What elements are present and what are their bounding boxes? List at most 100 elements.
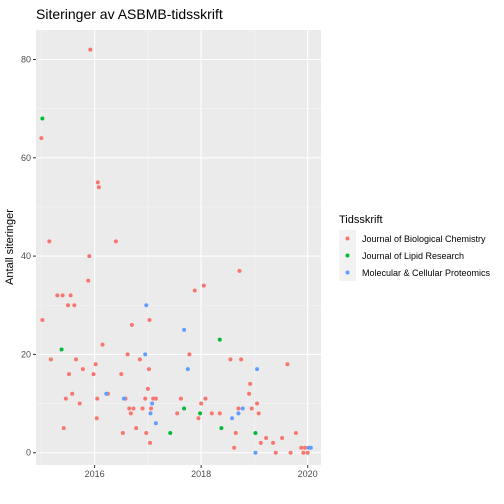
data-point (182, 327, 187, 332)
data-point (258, 440, 263, 445)
legend-key-marker (345, 253, 350, 258)
data-point (239, 357, 244, 362)
data-point (73, 357, 78, 362)
data-point (127, 406, 132, 411)
data-point (168, 431, 173, 436)
y-tick-label: 20 (21, 349, 31, 359)
data-point (255, 367, 260, 372)
data-point (95, 396, 100, 401)
data-point (47, 239, 52, 244)
data-point (192, 288, 197, 293)
data-point (91, 372, 96, 377)
data-point (61, 426, 66, 431)
data-point (140, 406, 145, 411)
data-point (150, 401, 155, 406)
data-point (253, 431, 258, 436)
data-point (196, 416, 201, 421)
x-tick-label: 2016 (85, 469, 105, 479)
data-point (175, 411, 180, 416)
data-point (86, 278, 91, 283)
data-point (301, 450, 306, 455)
data-point (148, 440, 152, 445)
data-point (285, 362, 290, 367)
data-point (125, 352, 130, 357)
data-point (60, 293, 65, 298)
data-point (280, 435, 285, 440)
legend-key-marker (345, 236, 350, 241)
data-point (293, 431, 298, 436)
data-point (185, 367, 190, 372)
data-point (63, 396, 68, 401)
data-point (77, 401, 82, 406)
data-point (128, 411, 133, 416)
data-point (219, 426, 224, 431)
data-point (55, 293, 60, 298)
data-point (145, 386, 150, 391)
data-point (264, 435, 269, 440)
data-point (70, 391, 75, 396)
legend-label: Molecular & Cellular Proteomics (362, 268, 491, 278)
data-point (80, 367, 85, 372)
data-point (146, 367, 151, 372)
data-point (88, 47, 93, 52)
data-point (143, 352, 148, 357)
data-point (240, 406, 245, 411)
data-point (153, 396, 158, 401)
data-point (288, 450, 293, 455)
data-point (67, 372, 72, 377)
data-point (253, 450, 258, 455)
data-point (148, 411, 153, 416)
x-tick-label: 2018 (191, 469, 211, 479)
x-axis-ticks: 2016 2018 2020 (85, 465, 318, 479)
legend-label: Journal of Biological Chemistry (362, 234, 486, 244)
data-point (198, 411, 203, 416)
y-axis-title: Antall siteringer (4, 209, 16, 285)
data-point (93, 362, 98, 367)
data-point (236, 406, 241, 411)
data-point (134, 426, 139, 431)
data-points (39, 47, 313, 455)
data-point (143, 396, 148, 401)
data-point (96, 185, 101, 190)
data-point (209, 411, 214, 416)
y-axis-ticks: 0 20 40 60 80 (21, 54, 36, 458)
data-point (249, 406, 254, 411)
y-tick-label: 40 (21, 251, 31, 261)
data-point (273, 450, 278, 455)
data-point (72, 303, 77, 308)
data-point (217, 337, 222, 342)
y-tick-label: 80 (21, 54, 31, 64)
data-point (119, 372, 124, 377)
data-point (233, 431, 238, 436)
data-point (144, 431, 149, 436)
chart-title: Siteringer av ASBMB-tidsskrift (36, 6, 223, 22)
data-point (120, 431, 125, 436)
data-point (87, 254, 92, 259)
data-point (131, 406, 136, 411)
data-point (149, 406, 154, 411)
data-point (248, 381, 253, 386)
data-point (178, 396, 183, 401)
data-point (94, 416, 99, 421)
data-point (256, 411, 261, 416)
data-point (39, 136, 44, 141)
y-tick-label: 60 (21, 153, 31, 163)
data-point (199, 401, 204, 406)
data-point (255, 401, 260, 406)
data-point (303, 445, 308, 450)
data-point (65, 303, 70, 308)
data-point (230, 416, 235, 421)
data-point (59, 347, 64, 352)
data-point (247, 391, 252, 396)
data-point (68, 293, 73, 298)
x-tick-label: 2020 (298, 469, 318, 479)
data-point (48, 357, 53, 362)
data-point (308, 445, 313, 450)
data-point (100, 342, 105, 347)
legend-key-marker (345, 270, 350, 275)
data-point (201, 283, 206, 288)
data-point (137, 357, 142, 362)
data-point (187, 352, 192, 357)
minor-gridlines (36, 30, 321, 465)
